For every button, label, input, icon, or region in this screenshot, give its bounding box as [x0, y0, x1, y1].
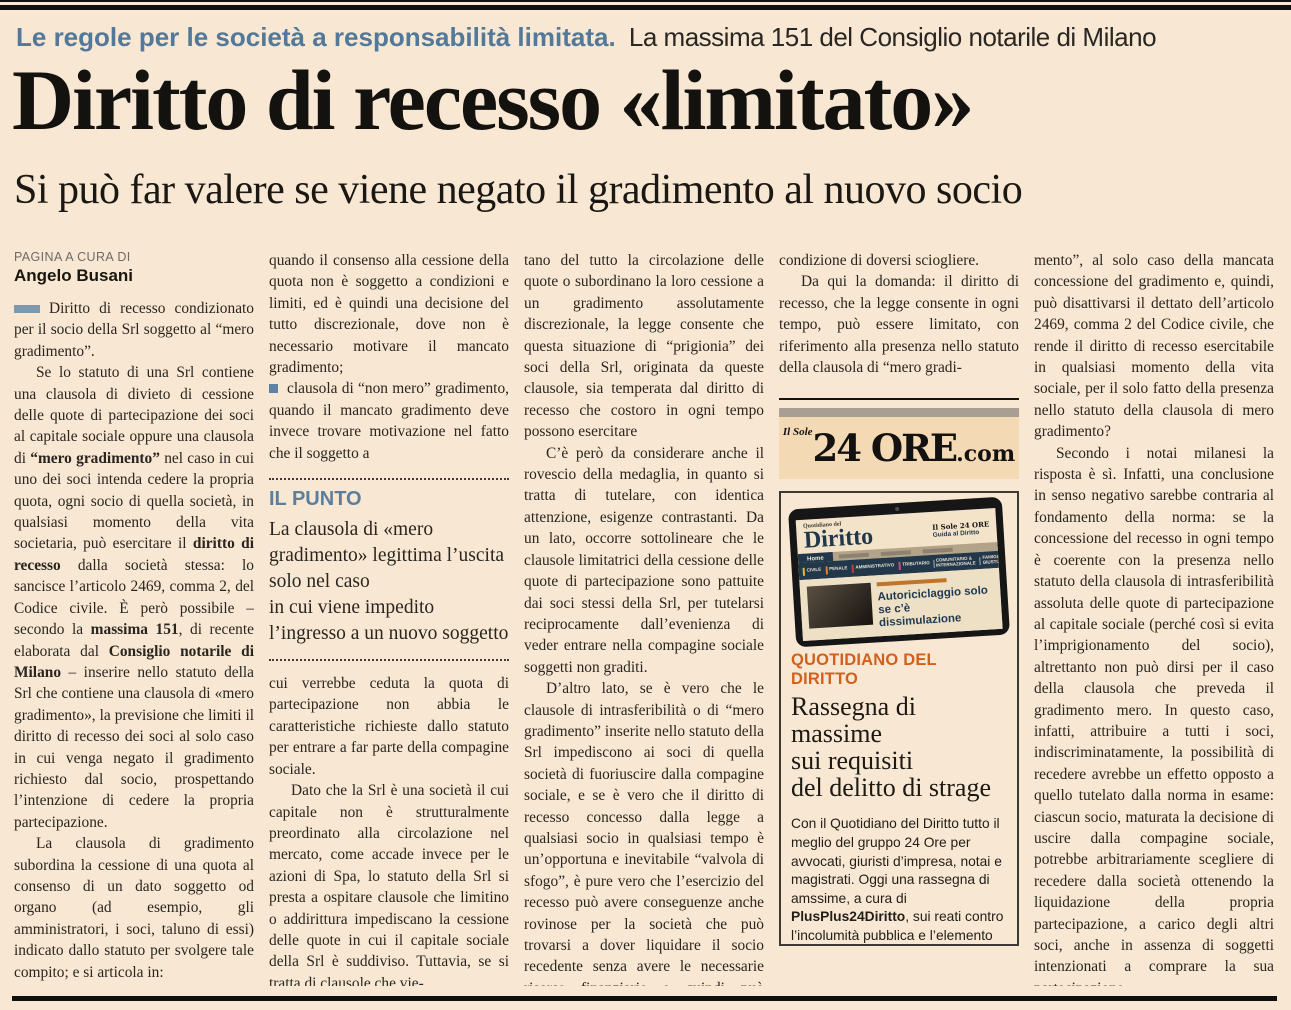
text-run-bold: Consiglio notarile di Milano [14, 642, 254, 681]
site-guida: Guida al Diritto [932, 529, 980, 540]
article-column-3: tano del tutto la circolazione delle quo… [524, 250, 764, 986]
photo-top-strip [779, 408, 1019, 418]
category-item: CIVILE [802, 567, 822, 576]
category-label: FAMIGLIA GIUSTIZIA [982, 554, 1003, 565]
paragraph: Da qui la domanda: il diritto di recesso… [779, 273, 1019, 377]
promo-box: Quotidiano del Diritto Il Sole 24 ORE Gu… [779, 491, 1019, 947]
text-run: nel caso in cui uno dei soci intenda ced… [14, 449, 254, 553]
bullet-text: clausola di “non mero” gradimento, quand… [269, 380, 509, 462]
lead-dash-icon [14, 305, 40, 313]
article-column-1: PAGINA A CURA DI Angelo Busani Diritto d… [14, 250, 254, 986]
bottom-rule [12, 996, 1277, 1001]
category-color-bar [898, 561, 901, 570]
promo-body: Con il Quotidiano del Diritto tutto il m… [791, 815, 1007, 944]
promo-divider [779, 398, 1019, 401]
tablet-mockup: Quotidiano del Diritto Il Sole 24 ORE Gu… [787, 497, 1011, 648]
nav-item-placeholder [922, 547, 953, 554]
paragraph: Se lo statuto di una Srl contiene una cl… [14, 362, 254, 833]
sole24ore-logo: Il Sole 24 ORE .com [779, 417, 1019, 480]
il-punto-label: IL PUNTO [269, 488, 362, 511]
page-title: Diritto di recesso «limitato» [12, 52, 974, 148]
bullet-item: clausola di “non mero” gradimento, quand… [269, 378, 509, 464]
site-title: Diritto [803, 523, 874, 555]
article-column-5: mento”, al solo caso della mancata conce… [1034, 250, 1274, 986]
paragraph: Secondo i notai milanesi la risposta è s… [1034, 444, 1274, 986]
category-label: TRIBUTARIO [902, 560, 930, 568]
article-column-2: quando il consenso alla cessione della q… [269, 250, 509, 986]
text-run: , sui reati contro l’incolumità pubblica… [791, 909, 1004, 943]
paragraph: mento”, al solo caso della mancata conce… [1034, 252, 1274, 441]
text-run: , di recente elaborata dal [14, 621, 254, 660]
category-label: CIVILE [806, 567, 822, 574]
category-item: AMMINISTRATIVO [851, 562, 894, 573]
author-name: Angelo Busani [14, 266, 134, 285]
il-punto-box: IL PUNTO La clausola di «mero gradimento… [269, 478, 509, 662]
kicker-highlight: Le regole per le società a responsabilit… [16, 22, 616, 52]
kicker: Le regole per le società a responsabilit… [16, 22, 1276, 52]
paragraph: Dato che la Srl è una società il cui cap… [269, 782, 509, 986]
tablet-camera-icon [895, 507, 900, 512]
kicker-rest: La massima 151 del Consiglio notarile di… [628, 22, 1157, 52]
category-item: TRIBUTARIO [898, 560, 930, 570]
paragraph: quando il consenso alla cessione della q… [269, 252, 509, 377]
text-run: – inserire nello statuto della Srl che c… [14, 663, 254, 831]
logo-24ore: 24 ORE [812, 426, 959, 471]
paragraph: La clausola di gradimento subordina la c… [14, 835, 254, 981]
text-run-bold: PlusPlus24Diritto [791, 909, 906, 925]
text-run: dalla società stessa: lo sancisce l’arti… [14, 556, 254, 639]
category-item: FAMIGLIA GIUSTIZIA [979, 554, 1003, 566]
subtitle: Si può far valere se viene negato il gra… [14, 167, 1023, 213]
il-punto-text: La clausola di «mero gradimento» legitti… [269, 519, 509, 645]
category-color-bar [933, 559, 935, 568]
category-label: AMMINISTRATIVO [855, 562, 895, 571]
article-thumbnail [806, 583, 874, 630]
category-color-bar [825, 566, 828, 575]
category-label: PENALE [829, 565, 848, 572]
byline-label: PAGINA A CURA DI [14, 250, 131, 264]
tablet-screen: Quotidiano del Diritto Il Sole 24 ORE Gu… [795, 508, 1003, 642]
paragraph: cui verrebbe ceduta la quota di partecip… [269, 675, 509, 778]
logo-ilsole: Il Sole [782, 426, 813, 439]
category-label: COMUNITARIO & INTERNAZIONALE [935, 555, 976, 568]
nav-item-placeholder [838, 552, 869, 559]
text-run-bold: massima 151 [90, 621, 179, 639]
paragraph: C’è però da considerare anche il rovesci… [524, 444, 764, 676]
paragraph: D’altro lato, se è vero che le clausole … [524, 680, 764, 986]
article-body: PAGINA A CURA DI Angelo Busani Diritto d… [14, 250, 1274, 986]
paragraph: tano del tutto la circolazione delle quo… [524, 252, 764, 441]
article-headline: Autoriciclaggio solo se c’è dissimulazio… [877, 585, 989, 630]
category-color-bar [979, 556, 981, 565]
article-column-4: condizione di doversi sciogliere. Da qui… [779, 250, 1019, 986]
lead-paragraph: Diritto di recesso condizionato per il s… [14, 298, 254, 362]
promo-title: Rassegna di massime sui requisiti del de… [791, 692, 992, 803]
logo-com: .com [956, 441, 1016, 468]
text-run: Se lo statuto di una Srl contiene una cl… [14, 364, 254, 467]
lead-text: Diritto di recesso condizionato per il s… [14, 300, 254, 360]
category-item: PENALE [825, 565, 848, 575]
nav-item-placeholder [880, 550, 911, 557]
bullet-text: clausola di “mero” gradimento, [32, 985, 225, 986]
promo-section-label: QUOTIDIANO DEL DIRITTO [791, 651, 937, 689]
paragraph: condizione di doversi sciogliere. [779, 252, 980, 269]
text-run: Con il Quotidiano del Diritto tutto il m… [791, 816, 1002, 906]
bullet-square-icon [269, 384, 278, 394]
category-color-bar [802, 567, 806, 576]
category-color-bar [851, 564, 854, 573]
article-meta-bar [876, 578, 947, 587]
category-item: COMUNITARIO & INTERNAZIONALE [933, 555, 976, 569]
site-article: Autoriciclaggio solo se c’è dissimulazio… [799, 568, 1003, 642]
text-run-bold: diritto di recesso [14, 535, 254, 574]
top-rule [0, 0, 1291, 10]
bullet-item: clausola di “mero” gradimento, [14, 983, 254, 986]
text-run-bold: “mero gradimento” [30, 449, 160, 467]
